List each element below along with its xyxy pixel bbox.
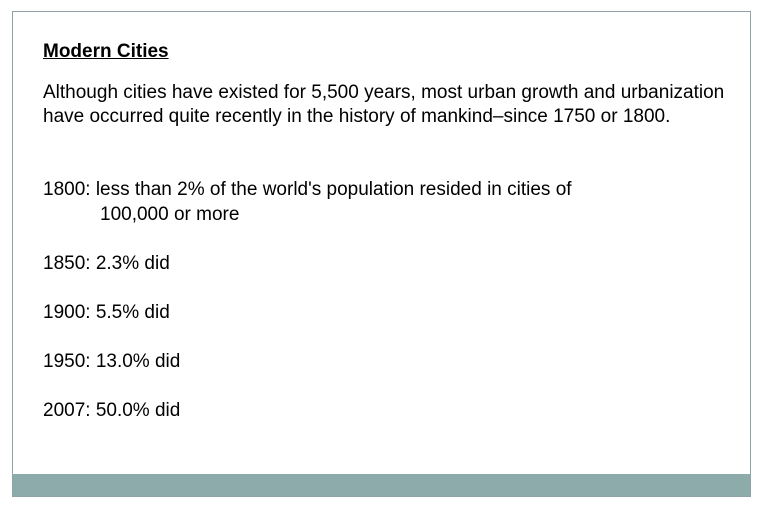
slide: Modern Cities Although cities have exist… [12, 11, 751, 497]
fact-1800-line2: 100,000 or more [100, 204, 240, 225]
slide-title: Modern Cities [43, 41, 169, 62]
fact-1850: 1850: 2.3% did [43, 253, 170, 274]
fact-1950: 1950: 13.0% did [43, 351, 181, 372]
slide-content: Modern Cities Although cities have exist… [43, 40, 733, 447]
fact-2007: 2007: 50.0% did [43, 400, 181, 421]
fact-1800: 1800: less than 2% of the world's popula… [43, 177, 733, 227]
fact-1800-line1: 1800: less than 2% of the world's popula… [43, 179, 572, 200]
fact-1900: 1900: 5.5% did [43, 302, 170, 323]
intro-paragraph: Although cities have existed for 5,500 y… [43, 82, 725, 127]
population-facts: 1800: less than 2% of the world's popula… [43, 177, 733, 423]
footer-bar [13, 474, 750, 496]
